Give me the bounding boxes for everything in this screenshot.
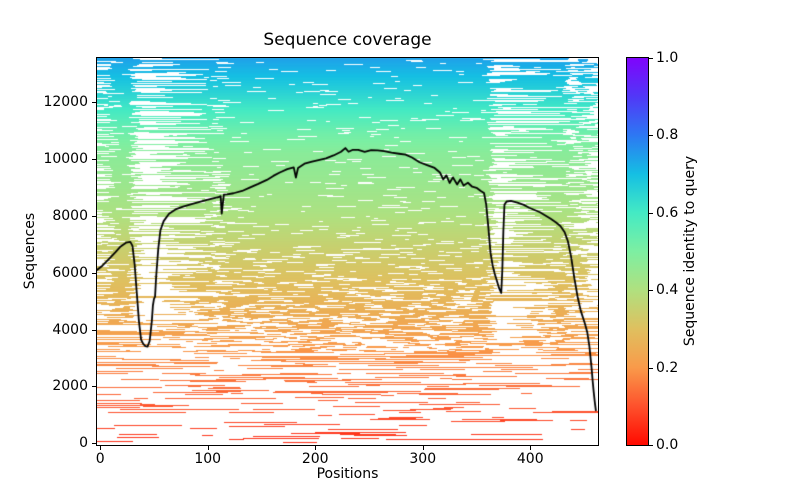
colorbar-tick-label: 0.0	[656, 437, 679, 453]
x-tick-label: 400	[516, 451, 544, 467]
x-tick-label: 200	[301, 451, 329, 467]
colorbar-label: Sequence identity to query	[682, 155, 698, 347]
colorbar-tick-label: 0.4	[656, 282, 679, 299]
x-tick-mark	[100, 446, 101, 450]
x-axis-label: Positions	[316, 466, 379, 482]
y-tick-mark	[92, 102, 96, 103]
x-tick-mark	[423, 446, 424, 450]
colorbar-tick-mark	[649, 213, 653, 214]
y-tick-label: 4000	[52, 321, 88, 338]
y-tick-label: 2000	[52, 378, 88, 395]
y-tick-label: 12000	[43, 94, 88, 111]
y-tick-mark	[92, 216, 96, 217]
y-tick-mark	[92, 159, 96, 160]
colorbar	[626, 57, 649, 446]
y-tick-mark	[92, 273, 96, 274]
chart-title: Sequence coverage	[263, 30, 432, 50]
colorbar-tick-mark	[649, 290, 653, 291]
x-tick-mark	[530, 446, 531, 450]
y-tick-label: 6000	[52, 264, 88, 281]
x-tick-mark	[315, 446, 316, 450]
x-tick-label: 100	[194, 451, 222, 467]
colorbar-tick-label: 0.2	[656, 359, 679, 376]
x-tick-mark	[208, 446, 209, 450]
x-tick-label: 0	[95, 451, 105, 467]
colorbar-tick-mark	[649, 368, 653, 369]
y-tick-mark	[92, 386, 96, 387]
x-tick-label: 300	[409, 451, 437, 467]
y-tick-label: 8000	[52, 207, 88, 224]
colorbar-tick-label: 0.8	[656, 127, 679, 144]
y-tick-mark	[92, 330, 96, 331]
colorbar-tick-mark	[649, 445, 653, 446]
colorbar-tick-mark	[649, 135, 653, 136]
y-tick-label: 0	[79, 435, 88, 452]
colorbar-tick-label: 1.0	[656, 50, 679, 66]
y-tick-mark	[92, 443, 96, 444]
colorbar-tick-mark	[649, 58, 653, 59]
colorbar-gradient	[627, 58, 648, 445]
y-tick-label: 10000	[43, 151, 88, 168]
colorbar-tick-label: 0.6	[656, 204, 679, 221]
msa-coverage-heatmap	[97, 58, 598, 445]
